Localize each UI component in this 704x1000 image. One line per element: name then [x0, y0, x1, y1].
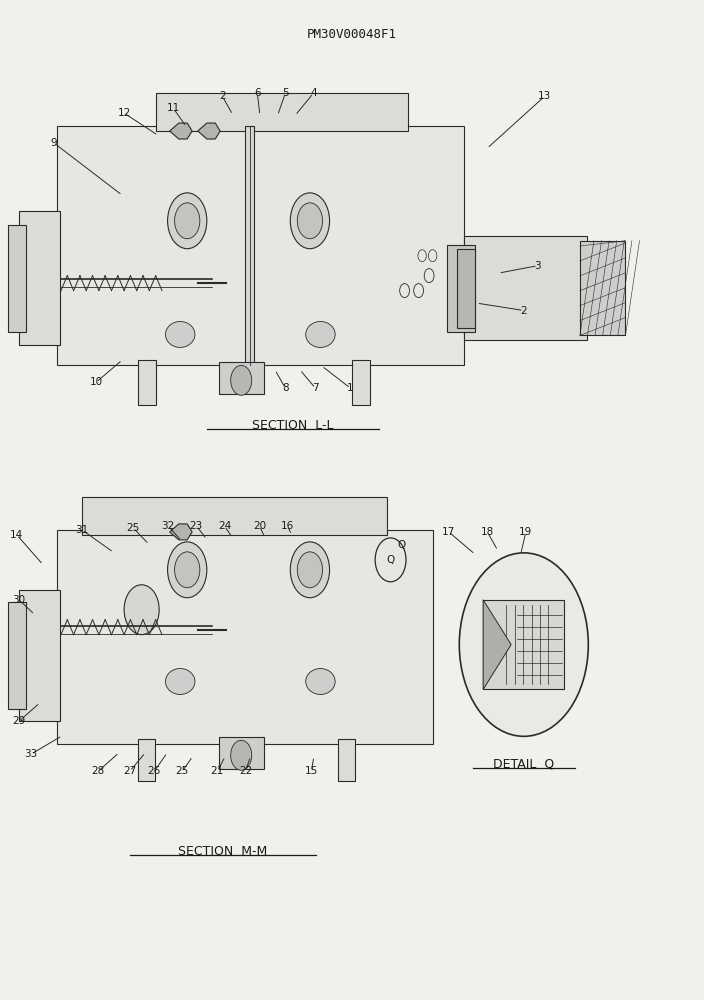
Text: 33: 33: [24, 749, 37, 759]
Text: 14: 14: [10, 530, 23, 540]
Text: Q: Q: [397, 540, 406, 550]
Text: 29: 29: [12, 716, 25, 726]
Text: 11: 11: [167, 103, 180, 113]
Ellipse shape: [165, 321, 195, 347]
Text: Q: Q: [386, 555, 395, 565]
Bar: [138, 360, 156, 405]
Bar: [338, 739, 355, 781]
Circle shape: [297, 203, 322, 239]
Text: 6: 6: [254, 88, 260, 98]
Text: PM30V00048F1: PM30V00048F1: [307, 28, 397, 41]
Circle shape: [231, 740, 252, 770]
Bar: [219, 737, 264, 769]
Text: 20: 20: [253, 521, 266, 531]
Circle shape: [168, 193, 207, 249]
Text: 28: 28: [92, 766, 105, 776]
Text: 23: 23: [189, 521, 203, 531]
Text: 3: 3: [534, 261, 541, 271]
Bar: [457, 249, 474, 328]
Text: 12: 12: [118, 108, 131, 118]
Bar: [8, 225, 26, 332]
Bar: [464, 236, 587, 340]
Text: 25: 25: [127, 523, 140, 533]
Text: 24: 24: [218, 521, 231, 531]
Text: 13: 13: [539, 91, 551, 101]
Circle shape: [175, 552, 200, 588]
Ellipse shape: [306, 321, 335, 347]
Text: 26: 26: [148, 766, 161, 776]
Circle shape: [290, 542, 329, 598]
Text: 19: 19: [520, 527, 532, 537]
Polygon shape: [483, 600, 511, 689]
Bar: [352, 360, 370, 405]
Bar: [82, 497, 387, 535]
Text: SECTION  L-L: SECTION L-L: [251, 419, 333, 432]
Text: 30: 30: [13, 595, 25, 605]
Bar: [58, 126, 464, 365]
Circle shape: [297, 552, 322, 588]
Text: 4: 4: [310, 88, 317, 98]
Bar: [246, 126, 254, 365]
Text: SECTION  M-M: SECTION M-M: [177, 845, 267, 858]
Text: 27: 27: [123, 766, 137, 776]
Bar: [138, 739, 155, 781]
Circle shape: [231, 365, 252, 395]
Bar: [483, 600, 565, 689]
Bar: [19, 211, 60, 345]
Text: DETAIL  Q: DETAIL Q: [494, 758, 555, 771]
Text: 16: 16: [281, 521, 294, 531]
Text: 15: 15: [305, 766, 318, 776]
Bar: [219, 362, 264, 394]
Bar: [156, 93, 408, 131]
Text: 22: 22: [239, 766, 252, 776]
Text: 25: 25: [176, 766, 189, 776]
Bar: [19, 590, 60, 721]
Text: 2: 2: [219, 91, 225, 101]
Polygon shape: [170, 524, 192, 540]
Bar: [58, 530, 433, 744]
Ellipse shape: [306, 669, 335, 694]
Text: 5: 5: [282, 88, 289, 98]
Text: 18: 18: [481, 527, 494, 537]
Bar: [580, 241, 625, 335]
Text: 9: 9: [51, 138, 57, 148]
Text: 2: 2: [520, 306, 527, 316]
Ellipse shape: [165, 669, 195, 694]
Circle shape: [124, 585, 159, 635]
Bar: [446, 245, 474, 332]
Polygon shape: [170, 123, 192, 139]
Text: 21: 21: [210, 766, 224, 776]
Text: 7: 7: [312, 383, 319, 393]
Circle shape: [168, 542, 207, 598]
Bar: [8, 602, 26, 709]
Text: 1: 1: [347, 383, 354, 393]
Text: 31: 31: [75, 525, 89, 535]
Text: 17: 17: [442, 527, 455, 537]
Polygon shape: [198, 123, 220, 139]
Text: 32: 32: [162, 521, 175, 531]
Circle shape: [459, 553, 589, 736]
Circle shape: [175, 203, 200, 239]
Text: 10: 10: [89, 377, 103, 387]
Text: 8: 8: [282, 383, 289, 393]
Circle shape: [290, 193, 329, 249]
